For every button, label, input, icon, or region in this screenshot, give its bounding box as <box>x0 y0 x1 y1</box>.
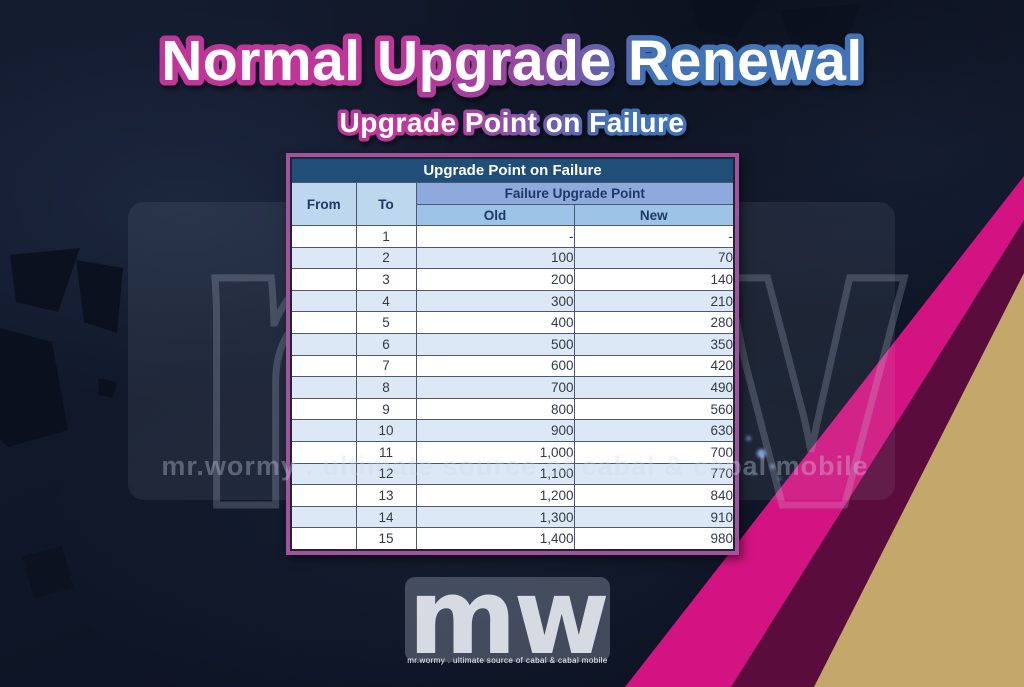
header-failure-upgrade-point: Failure Upgrade Point <box>415 182 735 205</box>
cell-new: 70 <box>573 246 735 270</box>
table-row: 15 1,400 980 <box>290 527 735 551</box>
cell-new: 420 <box>573 354 735 378</box>
upgrade-point-table: Upgrade Point on Failure From To Failure… <box>290 157 736 551</box>
cell-from <box>290 332 357 356</box>
header-to: To <box>355 182 417 226</box>
cell-new: 210 <box>573 289 735 313</box>
cell-new: 350 <box>573 332 735 356</box>
cell-from <box>290 311 357 334</box>
cell-old: 1,400 <box>415 527 575 551</box>
cell-to: 3 <box>355 268 417 291</box>
table-row: 10 900 630 <box>290 419 735 442</box>
cell-new: - <box>573 225 735 248</box>
table-row: 5 400 280 <box>290 311 735 334</box>
sparkle-dot <box>757 449 766 458</box>
table-row: 13 1,200 840 <box>290 484 735 507</box>
cell-from <box>290 527 357 551</box>
main-title: Normal Upgrade Renewal <box>161 29 863 93</box>
cell-old: 500 <box>415 332 575 356</box>
cell-old: 1,300 <box>415 505 575 529</box>
cell-old: - <box>415 225 575 248</box>
title-block: Normal Upgrade Renewal Upgrade Point on … <box>156 24 868 142</box>
table-row: 2 100 70 <box>290 246 735 270</box>
table-row: 6 500 350 <box>290 332 735 356</box>
subtitle: Upgrade Point on Failure <box>340 107 685 138</box>
cell-new: 630 <box>573 419 735 442</box>
cell-to: 11 <box>355 440 417 464</box>
cell-old: 100 <box>415 246 575 270</box>
mw-logo-letters: mw <box>408 556 609 678</box>
table-subheader-row: Old New <box>291 204 735 226</box>
cell-from <box>290 505 357 529</box>
cell-from <box>290 397 357 421</box>
cell-new: 770 <box>573 462 735 486</box>
cell-from <box>290 225 357 248</box>
table-row: 14 1,300 910 <box>290 505 735 529</box>
cell-to: 5 <box>355 311 417 334</box>
table-row: 4 300 210 <box>290 289 735 313</box>
cell-to: 14 <box>355 505 417 529</box>
sparkle-dot <box>778 477 781 480</box>
cell-new: 700 <box>573 440 735 464</box>
cell-old: 200 <box>415 268 575 291</box>
cell-from <box>290 354 357 378</box>
cell-to: 4 <box>355 289 417 313</box>
table-title-row: Upgrade Point on Failure <box>290 157 735 183</box>
table-row: 11 1,000 700 <box>290 440 735 464</box>
table-title: Upgrade Point on Failure <box>290 157 735 183</box>
table-row: 8 700 490 <box>290 376 735 399</box>
cell-to: 8 <box>355 376 417 399</box>
cell-from <box>290 419 357 442</box>
sparkle-dot <box>746 436 751 441</box>
cell-from <box>290 376 357 399</box>
cell-old: 600 <box>415 354 575 378</box>
cell-to: 10 <box>355 419 417 442</box>
header-from: From <box>290 182 357 226</box>
cell-old: 400 <box>415 311 575 334</box>
cell-to: 12 <box>355 462 417 486</box>
table-row: 1-- <box>290 225 735 248</box>
cell-to: 7 <box>355 354 417 378</box>
cell-to: 15 <box>355 527 417 551</box>
cell-new: 140 <box>573 268 735 291</box>
cell-from <box>290 462 357 486</box>
cell-old: 300 <box>415 289 575 313</box>
cell-to: 13 <box>355 484 417 507</box>
cell-to: 1 <box>355 225 417 248</box>
cell-old: 700 <box>415 376 575 399</box>
table-row: 9 800 560 <box>290 397 735 421</box>
upgrade-table-frame: Upgrade Point on Failure From To Failure… <box>286 153 740 555</box>
cell-new: 980 <box>573 527 735 551</box>
cell-to: 2 <box>355 246 417 270</box>
cell-from <box>290 440 357 464</box>
cell-to: 6 <box>355 332 417 356</box>
cell-new: 840 <box>573 484 735 507</box>
table-row: 12 1,100 770 <box>290 462 735 486</box>
sparkle-dot <box>751 472 754 475</box>
cell-from <box>290 246 357 270</box>
table-row: 3 200 140 <box>290 268 735 291</box>
cell-new: 910 <box>573 505 735 529</box>
cell-to: 9 <box>355 397 417 421</box>
cell-from <box>290 484 357 507</box>
cell-new: 280 <box>573 311 735 334</box>
sparkle-dot <box>770 464 775 469</box>
header-old: Old <box>415 204 575 226</box>
cell-from <box>290 289 357 313</box>
table-row: 7 600 420 <box>290 354 735 378</box>
cell-old: 1,200 <box>415 484 575 507</box>
cell-old: 800 <box>415 397 575 421</box>
cell-old: 900 <box>415 419 575 442</box>
cell-new: 490 <box>573 376 735 399</box>
header-new: New <box>573 204 735 226</box>
cell-from <box>290 268 357 291</box>
mw-logo-caption: mr.wormy . ultimate source of cabal & ca… <box>407 656 608 665</box>
table-header-row: From To Failure Upgrade Point <box>290 182 735 226</box>
cell-old: 1,100 <box>415 462 575 486</box>
cell-new: 560 <box>573 397 735 421</box>
mw-logo: mw mr.wormy . ultimate source of cabal &… <box>405 556 610 678</box>
cell-old: 1,000 <box>415 440 575 464</box>
